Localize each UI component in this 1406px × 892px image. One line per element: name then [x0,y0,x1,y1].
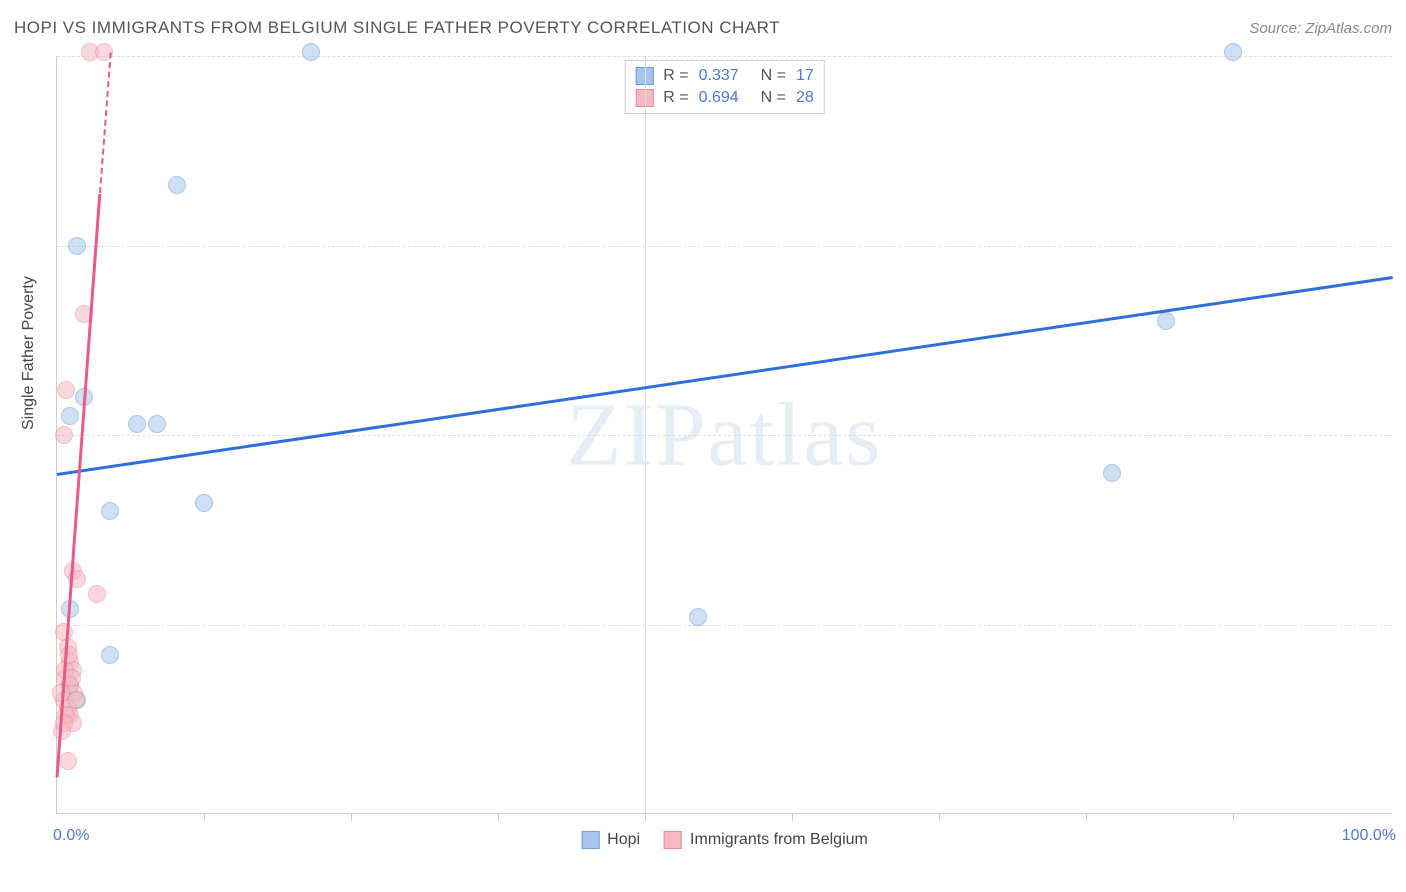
r-value: 0.337 [699,67,751,85]
data-point [101,646,119,664]
legend-row: R = 0.694 N = 28 [635,87,813,109]
data-point [689,608,707,626]
legend-swatch [664,831,682,849]
n-label: N = [761,89,786,107]
x-minor-tick [351,813,352,821]
legend-label: Hopi [607,831,640,849]
data-point [148,415,166,433]
x-minor-tick [792,813,793,821]
data-point [61,407,79,425]
legend-swatch [581,831,599,849]
chart-title: HOPI VS IMMIGRANTS FROM BELGIUM SINGLE F… [14,18,780,38]
n-value: 28 [796,89,814,107]
x-minor-tick [204,813,205,821]
n-label: N = [761,67,786,85]
gridline-h [57,246,1392,247]
data-point [1103,464,1121,482]
data-point [59,752,77,770]
data-point [1157,312,1175,330]
r-value: 0.694 [699,89,751,107]
x-minor-tick [939,813,940,821]
legend-row: R = 0.337 N = 17 [635,65,813,87]
source-name: ZipAtlas.com [1305,20,1392,37]
plot-area: ZIPatlas R =0.337N =17R =0.694N =28 Hopi… [56,56,1392,814]
data-point [88,585,106,603]
data-point [55,426,73,444]
trend-line [99,53,112,193]
series-legend: Hopi Immigrants from Belgium [581,831,868,849]
gridline-h [57,625,1392,626]
data-point [195,494,213,512]
r-label: R = [663,89,688,107]
data-point [57,381,75,399]
data-point [68,237,86,255]
data-point [168,176,186,194]
data-point [55,714,73,732]
legend-item: Hopi [581,831,640,849]
legend-item: Immigrants from Belgium [664,831,868,849]
legend-label: Immigrants from Belgium [690,831,868,849]
data-point [60,646,78,664]
data-point [1224,43,1242,61]
gridline-h [57,435,1392,436]
trend-line [57,276,1393,476]
data-point [101,502,119,520]
data-point [128,415,146,433]
chart-source: Source: ZipAtlas.com [1249,20,1392,37]
x-tick-label: 100.0% [1342,827,1396,845]
r-label: R = [663,67,688,85]
x-minor-tick [1233,813,1234,821]
y-axis-label: Single Father Poverty [20,276,38,430]
gridline-h [57,56,1392,57]
x-minor-tick [1086,813,1087,821]
x-minor-tick [645,813,646,821]
x-minor-tick [498,813,499,821]
chart-header: HOPI VS IMMIGRANTS FROM BELGIUM SINGLE F… [14,18,1392,38]
data-point [302,43,320,61]
x-tick-label: 0.0% [53,827,89,845]
source-prefix: Source: [1249,20,1305,37]
n-value: 17 [796,67,814,85]
correlation-legend: R = 0.337 N = 17 R = 0.694 N = 28 [624,60,824,114]
gridline-v [645,56,646,813]
data-point [67,691,85,709]
